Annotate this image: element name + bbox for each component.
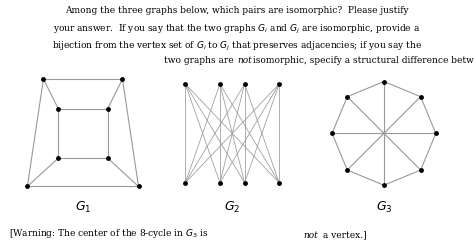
Text: $G_3$: $G_3$ xyxy=(376,200,392,215)
Text: bijection from the vertex set of $G_i$ to $G_j$ that preserves adjacencies; if y: bijection from the vertex set of $G_i$ t… xyxy=(52,40,422,53)
Text: Among the three graphs below, which pairs are isomorphic?  Please justify: Among the three graphs below, which pair… xyxy=(65,6,409,15)
Text: not: not xyxy=(303,231,318,240)
Text: [Warning: The center of the 8-cycle in $G_3$ is: [Warning: The center of the 8-cycle in $… xyxy=(9,226,210,240)
Text: not: not xyxy=(237,56,252,65)
Text: two graphs are: two graphs are xyxy=(164,56,237,65)
Text: a vertex.]: a vertex.] xyxy=(320,231,366,240)
Text: isomorphic, specify a structural difference between the graphs.: isomorphic, specify a structural differe… xyxy=(250,56,474,65)
Text: $G_2$: $G_2$ xyxy=(224,200,240,215)
Text: $G_1$: $G_1$ xyxy=(75,200,91,215)
Text: your answer.  If you say that the two graphs $G_i$ and $G_j$ are isomorphic, pro: your answer. If you say that the two gra… xyxy=(54,23,420,36)
